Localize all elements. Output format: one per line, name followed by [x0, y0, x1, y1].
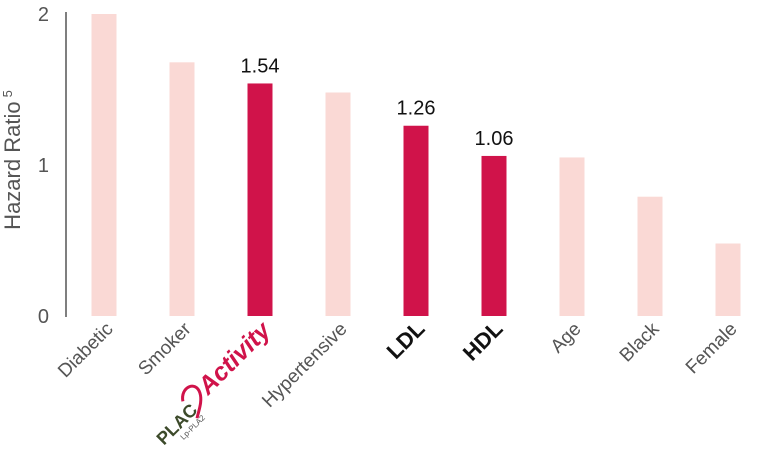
- y-axis: 0 1 2 Hazard Ratio 5: [0, 4, 67, 328]
- category-label-black: Black: [616, 318, 664, 366]
- category-labels: Diabetic SmokerActivityPLACLp-PLA2Hyperte…: [54, 316, 741, 449]
- category-label-ldl: LDL: [382, 316, 430, 364]
- bar-plac-activity: [247, 83, 273, 317]
- data-label: 1.06: [475, 128, 514, 150]
- bar-smoker: [169, 62, 195, 316]
- bars: [91, 14, 741, 317]
- bar-black: [637, 196, 663, 316]
- category-label-smoker: Smoker: [134, 318, 196, 380]
- y-tick-label: 2: [38, 4, 49, 26]
- bar-diabetic: [91, 14, 117, 316]
- data-label: 1.54: [241, 55, 280, 77]
- y-axis-label-superscript: 5: [0, 90, 15, 97]
- category-label-age: Age: [547, 319, 586, 358]
- category-label-diabetic: Diabetic: [54, 319, 117, 382]
- category-label-hdl: HDL: [458, 316, 508, 366]
- category-label-female: Female: [682, 319, 742, 379]
- y-axis-label-text: Hazard Ratio: [0, 101, 25, 229]
- y-axis-label: Hazard Ratio 5: [0, 90, 25, 230]
- bar-hypertensive: [325, 92, 351, 317]
- logo-activity-text: Activity: [192, 316, 277, 401]
- bar-ldl: [403, 125, 429, 317]
- y-tick-label: 1: [38, 155, 49, 177]
- bar-female: [715, 243, 741, 316]
- data-labels: 1.54 1.26 1.06: [241, 55, 514, 149]
- y-tick-label: 0: [38, 306, 49, 328]
- bar-age: [559, 157, 585, 316]
- data-label: 1.26: [397, 98, 436, 120]
- logo-swoosh-icon: [181, 384, 203, 419]
- bar-hdl: [481, 155, 507, 316]
